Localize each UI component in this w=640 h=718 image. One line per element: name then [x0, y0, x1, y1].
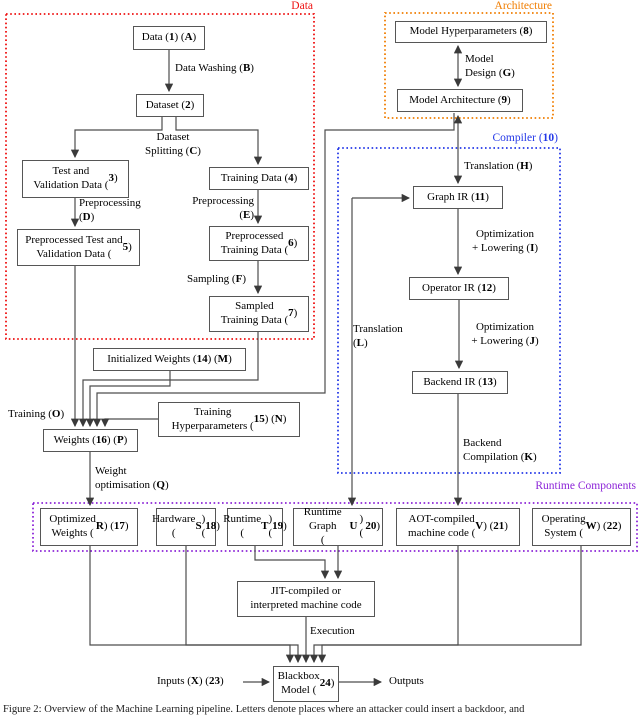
node-training-hyperparameters-15: Training Hyperparameters (15) (N) — [158, 402, 300, 437]
node-weights-16: Weights (16) (P) — [43, 429, 138, 452]
region-runtime-border — [32, 502, 638, 552]
edge-label-backend-compilation-k: Backend Compilation (K) — [463, 437, 537, 464]
edge-hardware-to-blackbox — [185, 546, 303, 664]
edge-label-opt-lowering-j: Optimization + Lowering (J) — [471, 321, 539, 348]
edge-os-to-blackbox — [317, 546, 582, 664]
edge-trainhyp-to-weights — [100, 418, 158, 428]
edge-initweights-to-weights — [85, 371, 171, 428]
edge-label-outputs: Outputs — [389, 675, 424, 687]
figure-caption: Figure 2: Overview of the Machine Learni… — [3, 704, 525, 715]
region-data-border — [5, 13, 315, 340]
edge-runtime-to-jit — [254, 546, 330, 580]
edge-label-inputs-x-23: Inputs (X) (23) — [157, 675, 224, 687]
node-model-hyperparameters-8: Model Hyperparameters (8) — [395, 21, 547, 43]
node-operating-system-22: Operating System (W) (22) — [532, 508, 631, 546]
region-label-architecture: Architecture — [494, 0, 552, 12]
node-test-validation-data-3: Test and Validation Data (3) — [22, 160, 129, 198]
edge-label-dataset-splitting-c: Dataset Splitting (C) — [145, 131, 201, 158]
edge-label-opt-lowering-i: Optimization + Lowering (I) — [471, 228, 539, 255]
edge-split-right — [175, 117, 263, 166]
edge-arch-to-weights — [92, 113, 455, 428]
node-preprocessed-training-data-6: Preprocessed Training Data (6) — [209, 226, 309, 261]
node-blackbox-model-24: Blackbox Model (24) — [273, 666, 339, 702]
edge-label-model-design-g: Model Design (G) — [465, 53, 515, 80]
node-graph-ir-11: Graph IR (11) — [413, 186, 503, 209]
node-sampled-training-data-7: Sampled Training Data (7) — [209, 296, 309, 332]
region-label-compiler: Compiler (10) — [492, 132, 559, 144]
node-model-architecture-9: Model Architecture (9) — [397, 89, 523, 112]
edge-label-translation-h: Translation (H) — [464, 160, 533, 172]
edge-label-translation-l: Translation (L) — [353, 323, 403, 350]
edge-split-left — [70, 117, 163, 159]
edge-label-execution: Execution — [310, 625, 355, 637]
node-preprocessed-test-validation-data-5: Preprocessed Test and Validation Data (5… — [17, 229, 140, 266]
region-label-runtime-components: Runtime Components — [535, 480, 636, 492]
edge-label-sampling-f: Sampling (F) — [187, 273, 246, 285]
node-initialized-weights-14: Initialized Weights (14) (M) — [93, 348, 246, 371]
node-runtime-19: Runtime (T) (19) — [223, 508, 287, 546]
node-dataset-2: Dataset (2) — [136, 94, 204, 117]
edge-label-data-washing-b: Data Washing (B) — [175, 62, 254, 74]
node-operator-ir-12: Operator IR (12) — [409, 277, 509, 300]
region-architecture-border — [384, 12, 554, 119]
node-optimized-weights-17: Optimized Weights (R) (17) — [40, 508, 138, 546]
edge-label-preprocessing-e: Preprocessing (E) — [192, 195, 254, 222]
edge-label-preprocessing-d: Preprocessing (D) — [79, 197, 141, 224]
node-backend-ir-13: Backend IR (13) — [412, 371, 508, 394]
node-runtime-graph-20: Runtime Graph (U) (20) — [293, 506, 383, 546]
node-data-1: Data (1) (A) — [133, 26, 205, 50]
edge-label-training-o: Training (O) — [8, 408, 65, 420]
node-jit-compiled-machine-code: JIT-compiled or interpreted machine code — [237, 581, 375, 617]
node-hardware-18: Hardware (S) (18) — [152, 508, 220, 546]
node-training-data-4: Training Data (4) — [209, 167, 309, 190]
node-aot-compiled-machine-code-21: AOT-compiled machine code (V) (21) — [396, 508, 520, 546]
edge-label-weight-optimisation-q: Weight optimisation (Q) — [95, 465, 169, 492]
region-label-data: Data — [291, 0, 313, 12]
